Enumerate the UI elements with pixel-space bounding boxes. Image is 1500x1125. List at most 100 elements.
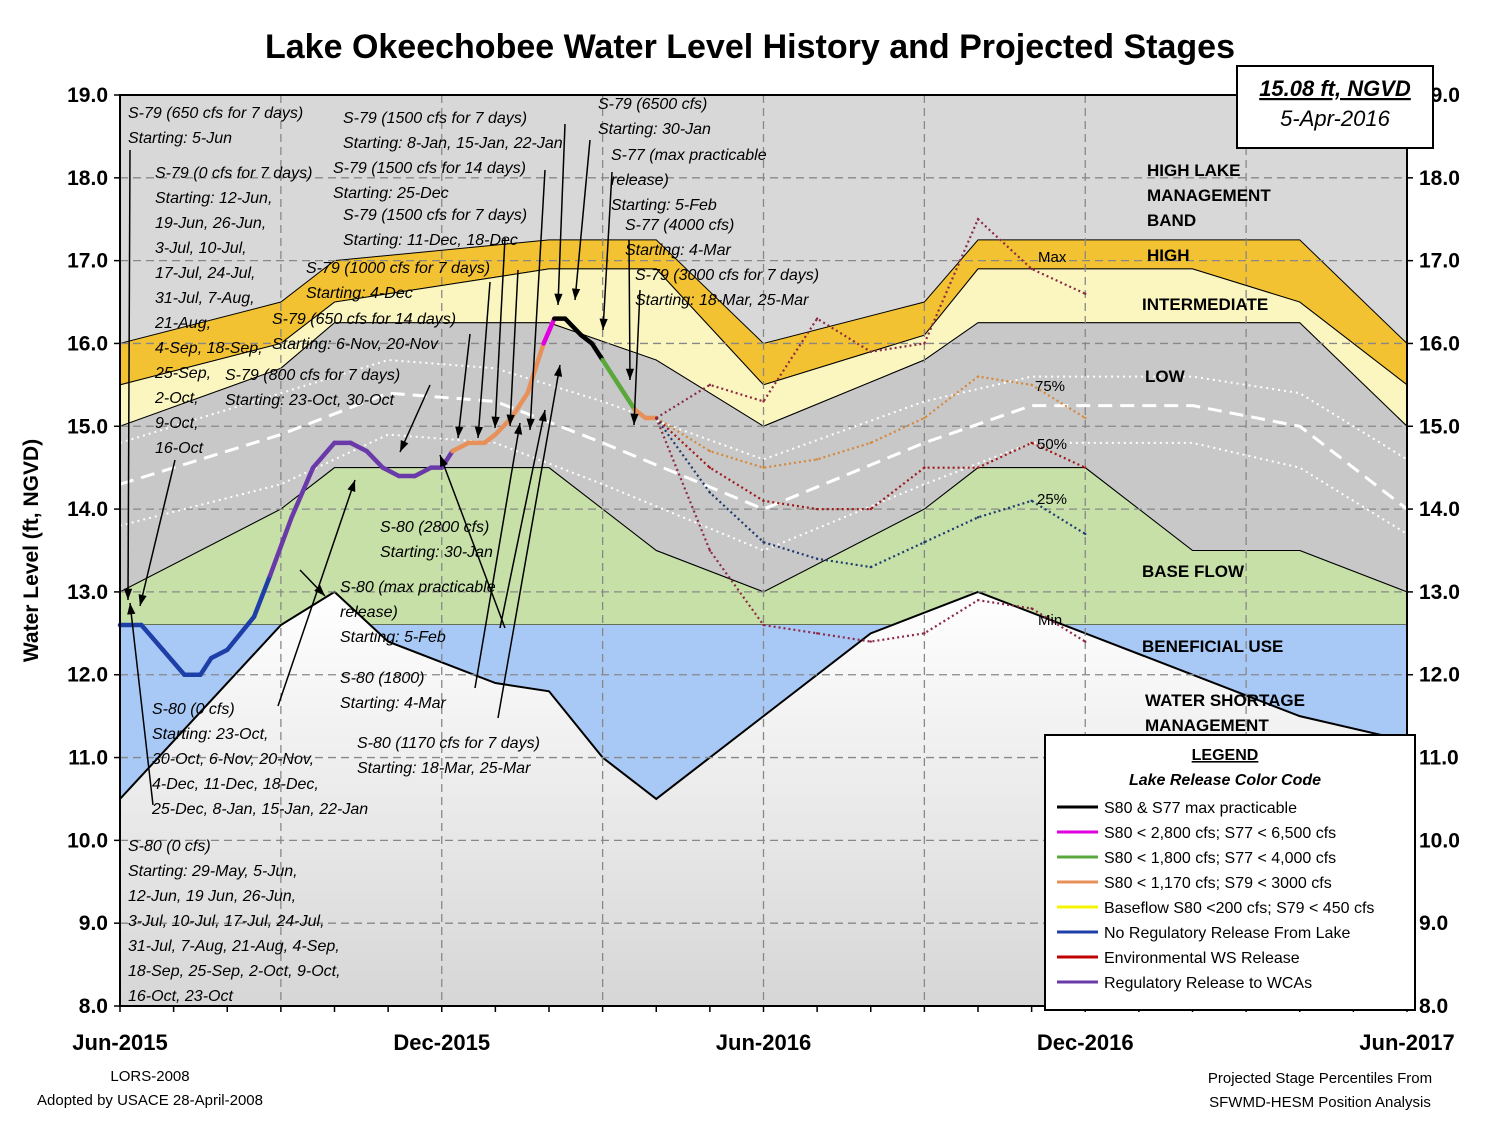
- annotation-line: Starting: 29-May, 5-Jun,: [128, 863, 298, 880]
- observed-stage-segment: [208, 647, 230, 661]
- percentile-label: 25%: [1037, 491, 1067, 508]
- annotation-line: 12-Jun, 19 Jun, 26-Jun,: [128, 888, 296, 905]
- projection-point: [1030, 607, 1033, 610]
- observed-stage-segment: [621, 390, 638, 412]
- annotation: S-79 (3000 cfs for 7 days) Starting: 18-M…: [635, 267, 819, 309]
- annotation-line: 18-Sep, 25-Sep, 2-Oct, 9-Oct,: [128, 963, 341, 980]
- legend-item-label: S80 < 1,800 cfs; S77 < 4,000 cfs: [1104, 850, 1336, 867]
- stamp-date: 5-Apr-2016: [1280, 106, 1390, 131]
- annotation-line: S-79 (1000 cfs for 7 days): [306, 260, 490, 277]
- annotation-line: 3-Jul, 10-Jul,: [155, 240, 247, 257]
- legend-item-label: Environmental WS Release: [1104, 950, 1300, 967]
- x-tick-label: Jun-2017: [1359, 1030, 1454, 1055]
- annotation-arrowhead: [400, 440, 409, 452]
- observed-stage-segment: [348, 440, 369, 454]
- annotation-arrowhead: [474, 426, 483, 438]
- annotation-arrow: [129, 602, 154, 806]
- zone-label: HIGH LAKE: [1147, 161, 1241, 180]
- projection-point: [976, 466, 980, 469]
- annotation-arrow: [529, 169, 546, 431]
- annotation-line: Starting: 25-Dec: [333, 185, 449, 202]
- annotation: S-79 (1500 cfs for 14 days) Starting: 25-…: [333, 160, 526, 202]
- projection-point: [1084, 292, 1087, 295]
- stamp-box: 15.08 ft, NGVD 5-Apr-2016: [1236, 65, 1434, 149]
- annotation-line: Starting: 5-Feb: [340, 629, 446, 646]
- annotation: S-80 (1170 cfs for 7 days) Starting: 18-M…: [357, 735, 540, 777]
- annotation-line: S-79 (3000 cfs for 7 days): [635, 267, 819, 284]
- percentile-label: Max: [1038, 249, 1067, 266]
- annotation: S-77 (max practicable release) Starting: 5…: [611, 147, 767, 214]
- annotation-line: 16-Oct: [155, 440, 204, 457]
- annotation-arrowhead: [138, 594, 147, 606]
- legend-item-label: S80 & S77 max practicable: [1104, 800, 1297, 817]
- observed-stage-segment: [450, 440, 471, 454]
- y-tick-label-left: 19.0: [67, 84, 108, 107]
- annotation-line: 25-Dec, 8-Jan, 15-Jan, 22-Jan: [151, 801, 368, 818]
- footer-left-2: Adopted by USACE 28-April-2008: [37, 1092, 263, 1109]
- observed-stage-segment: [251, 573, 273, 620]
- projection-point: [869, 640, 872, 643]
- projection-point: [815, 632, 819, 635]
- annotation-arrowhead: [455, 426, 464, 438]
- annotation: S-79 (650 cfs for 7 days) Starting: 5-Jun: [128, 105, 303, 147]
- annotation-arrow: [574, 139, 591, 301]
- observed-stage-segment: [600, 357, 616, 379]
- projection-point: [869, 507, 872, 511]
- projection-point: [708, 383, 712, 387]
- y-tick-label-right: 16.0: [1419, 332, 1460, 355]
- water-shortage-line: [119, 590, 1408, 801]
- annotation-arrow: [139, 459, 176, 607]
- legend-item-label: Baseflow S80 <200 cfs; S79 < 450 cfs: [1104, 900, 1374, 917]
- annotation-line: 17-Jul, 24-Jul,: [155, 265, 256, 282]
- y-tick-label-left: 15.0: [67, 415, 108, 438]
- annotation-arrow: [277, 479, 356, 707]
- observed-stage-segment: [225, 614, 257, 653]
- zone-label: LOW: [1145, 367, 1186, 386]
- annotation-line: S-79 (650 cfs for 7 days): [128, 105, 303, 122]
- y-tick-label-right: 18.0: [1419, 167, 1460, 190]
- projection-point: [708, 466, 712, 469]
- y-tick-label-left: 17.0: [67, 250, 108, 273]
- schedule-dashed-line: [119, 391, 1408, 511]
- legend-item-label: Regulatory Release to WCAs: [1104, 975, 1312, 992]
- x-tick-label: Jun-2015: [72, 1030, 167, 1055]
- projection-point: [1084, 532, 1087, 536]
- annotation-line: S-79 (6500 cfs): [598, 96, 707, 113]
- annotation-arrowhead: [491, 416, 500, 428]
- footer: LORS-2008 Adopted by USACE 28-April-2008…: [37, 1068, 1432, 1111]
- annotation-line: Starting: 5-Jun: [128, 130, 232, 147]
- annotation-arrow: [127, 149, 131, 601]
- annotation: S-79 (6500 cfs) Starting: 30-Jan: [598, 96, 711, 138]
- annotation-line: S-80 (1170 cfs for 7 days): [357, 735, 540, 752]
- y-tick-label-left: 11.0: [68, 747, 108, 770]
- annotation-arrowhead: [440, 455, 448, 467]
- annotation-line: S-79 (0 cfs for 7 days): [155, 165, 312, 182]
- annotation-line: S-79 (800 cfs for 7 days): [225, 367, 400, 384]
- annotation-line: Starting: 4-Dec: [306, 285, 413, 302]
- chart-title: Lake Okeechobee Water Level History and …: [265, 28, 1235, 66]
- annotation-line: Starting: 4-Mar: [625, 242, 731, 259]
- percentile-label: 75%: [1035, 378, 1065, 395]
- annotation-line: Starting: 23-Oct, 30-Oct: [225, 392, 395, 409]
- projection-point: [923, 342, 926, 345]
- y-tick-label-left: 14.0: [67, 498, 108, 521]
- legend-item-label: S80 < 1,170 cfs; S79 < 3000 cfs: [1104, 875, 1332, 892]
- y-tick-label-right: 13.0: [1419, 581, 1460, 604]
- annotation-line: S-77 (max practicable: [611, 147, 767, 164]
- legend-title: LEGEND: [1192, 747, 1259, 764]
- annotation-arrowhead: [554, 293, 563, 305]
- projection-point: [655, 416, 658, 420]
- annotation-line: 31-Jul, 7-Aug,: [155, 290, 255, 307]
- projection-point: [1030, 383, 1033, 387]
- annotation-line: 25-Sep,: [154, 365, 211, 382]
- annotation-line: Starting: 18-Mar, 25-Mar: [357, 760, 531, 777]
- zone-label: INTERMEDIATE: [1142, 295, 1268, 314]
- observed-stage-segment: [632, 407, 648, 421]
- observed-stage-segment: [482, 432, 498, 446]
- annotation-arrow: [602, 171, 613, 331]
- annotation-line: S-80 (0 cfs): [152, 701, 235, 718]
- observed-stage-segment: [578, 332, 595, 346]
- projection-point: [923, 632, 926, 635]
- y-tick-label-right: 8.0: [1419, 995, 1448, 1018]
